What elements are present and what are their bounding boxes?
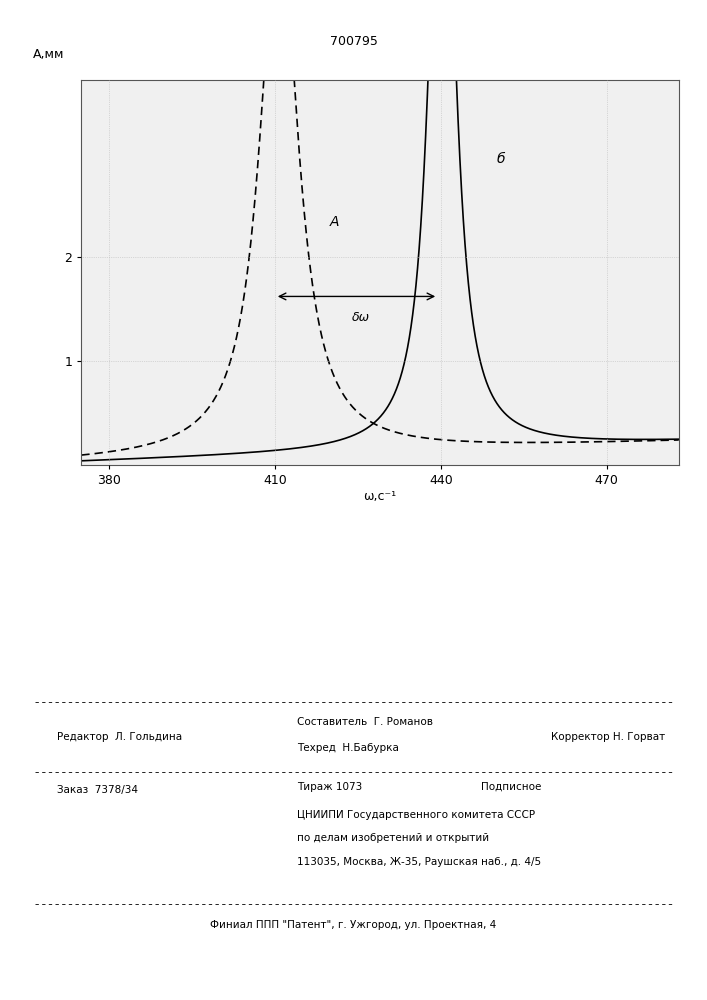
Text: Редактор  Л. Гольдина: Редактор Л. Гольдина bbox=[57, 732, 182, 742]
Y-axis label: A,мм: A,мм bbox=[33, 48, 64, 61]
Text: Тираж 1073: Тираж 1073 bbox=[297, 782, 362, 792]
Text: δω: δω bbox=[351, 311, 370, 324]
Text: 700795: 700795 bbox=[329, 35, 378, 48]
Text: Корректор Н. Горват: Корректор Н. Горват bbox=[551, 732, 665, 742]
Text: б: б bbox=[496, 152, 505, 166]
Text: Заказ  7378/34: Заказ 7378/34 bbox=[57, 785, 138, 795]
Text: ЦНИИПИ Государственного комитета СССР: ЦНИИПИ Государственного комитета СССР bbox=[297, 810, 535, 820]
X-axis label: ω,с⁻¹: ω,с⁻¹ bbox=[363, 490, 397, 503]
Text: Составитель  Г. Романов: Составитель Г. Романов bbox=[297, 717, 433, 727]
Text: Техред  Н.Бабурка: Техред Н.Бабурка bbox=[297, 743, 399, 753]
Text: 113035, Москва, Ж-35, Раушская наб., д. 4/5: 113035, Москва, Ж-35, Раушская наб., д. … bbox=[297, 857, 541, 867]
Text: Подписное: Подписное bbox=[481, 782, 541, 792]
Text: А: А bbox=[330, 215, 340, 229]
Text: по делам изобретений и открытий: по делам изобретений и открытий bbox=[297, 833, 489, 843]
Text: Финиал ППП "Патент", г. Ужгород, ул. Проектная, 4: Финиал ППП "Патент", г. Ужгород, ул. Про… bbox=[211, 920, 496, 930]
